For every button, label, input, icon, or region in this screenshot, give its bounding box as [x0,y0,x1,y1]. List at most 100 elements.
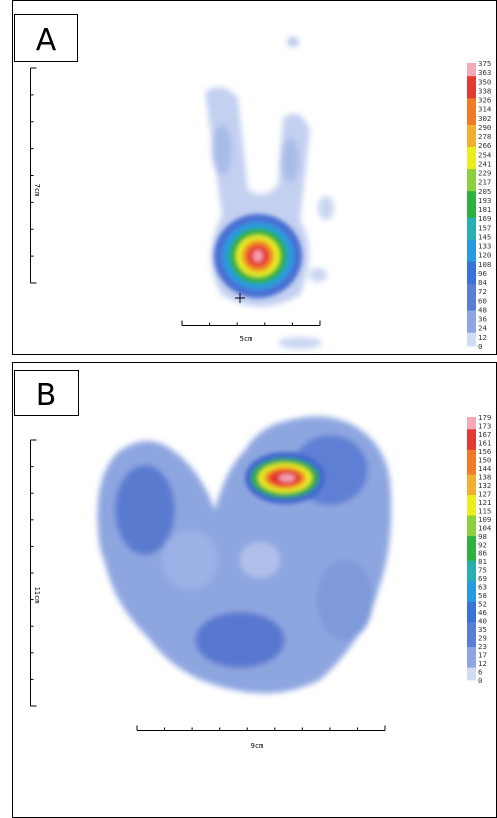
color-bar-label: 193 [478,196,491,205]
color-bar-segment [467,151,476,157]
color-bar-label: 375 [478,59,491,68]
color-bar-segment [467,208,476,214]
color-bar-label: 144 [478,464,492,473]
color-bar-segment [467,173,476,179]
color-bar-segment [467,138,476,144]
color-bar-segment [467,89,476,95]
color-bar-segment [467,527,476,533]
color-bar-segment [467,142,476,148]
color-bar-segment [467,102,476,108]
color-bar-label: 58 [478,591,487,600]
color-bar-label: 46 [478,608,487,617]
color-bar-segment [467,581,476,586]
color-bar-segment [467,133,476,139]
color-bar-segment [467,297,476,303]
color-bar-label: 98 [478,532,487,541]
color-bar-label: 241 [478,159,491,168]
color-bar-segment [467,511,476,517]
color-bar-label: 12 [478,333,487,342]
color-bar-segment [467,239,476,245]
color-bar-label: 120 [478,251,491,260]
color-bar-segment [467,417,476,422]
color-bar-segment [467,226,476,232]
color-bar-label: 338 [478,86,491,95]
color-bar-segment [467,124,476,130]
color-bar-segment [467,630,476,636]
color-bar-label: 290 [478,123,491,132]
color-bar-segment [467,204,476,210]
color-bar-segment [467,495,476,500]
color-bar-segment [467,93,476,99]
color-bar-label: 363 [478,68,491,77]
color-bar-segment [467,71,476,77]
color-bar-segment [467,618,476,623]
color-bar-segment [467,651,476,656]
color-bar-label: 48 [478,305,487,314]
color-bar-label: 278 [478,132,491,141]
color-bar-label: 63 [478,583,487,592]
color-bar-segment [467,490,476,496]
panel-label: A [36,23,57,58]
color-bar-segment [467,437,476,443]
color-bar-segment [467,429,476,434]
color-bar-segment [467,601,476,607]
color-bar-segment [467,445,476,451]
color-bar-segment [467,462,476,467]
color-bar-segment [467,540,476,545]
color-bar-segment [467,478,476,484]
color-bar-segment [467,98,476,104]
panel-label: B [36,378,57,413]
color-bar-segment [467,507,476,513]
color-bar-label: 167 [478,430,491,439]
color-bar-label: 132 [478,481,491,490]
color-bar-segment [467,466,476,471]
color-bar-segment [467,306,476,312]
color-bar-segment [467,659,476,665]
color-bar-segment [467,191,476,197]
hot-spot [245,452,325,504]
color-bar-label: 350 [478,77,491,86]
color-bar-segment [467,523,476,529]
color-bar-segment [467,643,476,648]
color-bar-segment [467,663,476,669]
color-bar-segment [467,675,476,681]
color-bar-label: 266 [478,141,491,150]
color-bar-segment [467,638,476,644]
color-bar-label: 150 [478,455,491,464]
color-bar-label: 314 [478,105,492,114]
color-bar-label: 0 [478,342,482,351]
color-bar-segment [467,470,476,476]
label-box [14,14,78,62]
color-bar-segment [467,622,476,628]
color-bar-segment [467,328,476,334]
color-bar-segment [467,155,476,161]
color-bar-segment [467,244,476,250]
color-bar-segment [467,301,476,307]
color-bar-segment [467,279,476,285]
color-bar-segment [467,610,476,615]
color-bar-segment [467,169,476,175]
color-bar-label: 75 [478,566,487,575]
color-bar-segment [467,80,476,86]
color-bar-label: 6 [478,668,482,677]
color-bar-label: 60 [478,296,487,305]
color-bar-segment [467,217,476,223]
panel-a: A 7cm 5cm 375363350338326314302290278266… [12,0,497,355]
color-bar-label: 217 [478,178,491,187]
color-bar-segment [467,257,476,263]
color-bar-label: 12 [478,659,487,668]
color-bar-label: 229 [478,169,491,178]
color-bar-segment [467,76,476,82]
color-bar-label: 0 [478,676,482,685]
color-bar-label: 169 [478,214,491,223]
color-bar-segment [467,433,476,439]
color-bar-label: 96 [478,269,487,278]
color-bar-label: 35 [478,625,487,634]
color-bar-label: 36 [478,315,487,324]
color-bar-label: 179 [478,413,491,422]
color-bar-segment [467,231,476,236]
color-bar-segment [467,552,476,558]
color-bar-segment [467,213,476,219]
color-bar-label: 84 [478,278,487,287]
